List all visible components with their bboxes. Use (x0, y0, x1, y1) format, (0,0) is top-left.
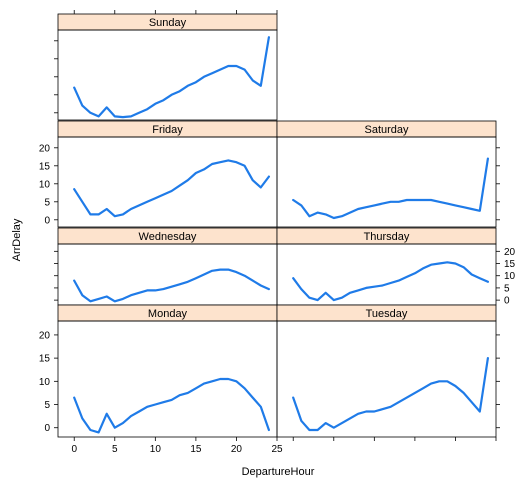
y-tick-label: 20 (504, 247, 516, 258)
frame-sunday (57, 29, 278, 121)
y-tick-label: 10 (39, 179, 51, 190)
strip-label-sunday: Sunday (149, 17, 187, 29)
frame-tuesday (276, 320, 497, 438)
strip-label-thursday: Thursday (364, 231, 410, 243)
x-tick-label: 15 (190, 444, 202, 455)
panel-friday: Friday 0 5 10 15 20 (39, 120, 278, 228)
y-tick-label: 0 (504, 296, 510, 307)
panel-wednesday: Wednesday (54, 227, 278, 306)
panel-monday: Monday 0 5 10 15 20 0 5 10 15 20 25 (39, 304, 283, 455)
frame-thursday (276, 243, 497, 306)
y-tick-label: 0 (44, 215, 50, 226)
y-tick-label: 0 (44, 423, 50, 434)
panel-tuesday: Tuesday (276, 304, 500, 441)
series-line-monday (73, 377, 270, 434)
panel-sunday: Sunday (54, 10, 278, 121)
panel-saturday: Saturday (276, 120, 500, 228)
series-line-thursday (292, 261, 489, 302)
y-tick-label: 15 (39, 161, 51, 172)
x-tick-label: 10 (150, 444, 162, 455)
strip-label-friday: Friday (152, 124, 183, 136)
x-tick-label: 5 (112, 444, 118, 455)
x-tick-label: 20 (231, 444, 243, 455)
series-line-wednesday (73, 268, 270, 303)
series-line-sunday (73, 36, 270, 119)
y-tick-label: 20 (39, 330, 51, 341)
x-axis-title: DepartureHour (242, 466, 315, 478)
x-tick-label: 0 (71, 444, 77, 455)
y-tick-label: 20 (39, 143, 51, 154)
strip-label-saturday: Saturday (364, 124, 409, 136)
series-line-saturday (292, 157, 489, 220)
y-tick-label: 5 (44, 197, 50, 208)
y-tick-label: 15 (504, 259, 516, 270)
strip-label-monday: Monday (148, 308, 188, 320)
y-tick-label: 10 (39, 377, 51, 388)
frame-monday (57, 320, 278, 438)
x-tick-label: 25 (271, 444, 283, 455)
strip-label-wednesday: Wednesday (139, 231, 197, 243)
y-tick-label: 15 (39, 354, 51, 365)
frame-saturday (276, 136, 497, 228)
series-line-tuesday (292, 357, 489, 432)
y-tick-label: 10 (504, 271, 516, 282)
y-tick-label: 5 (504, 283, 510, 294)
series-line-friday (73, 159, 270, 218)
strip-label-tuesday: Tuesday (366, 308, 408, 320)
y-tick-label: 5 (44, 400, 50, 411)
y-axis-title: ArrDelay (11, 218, 23, 261)
